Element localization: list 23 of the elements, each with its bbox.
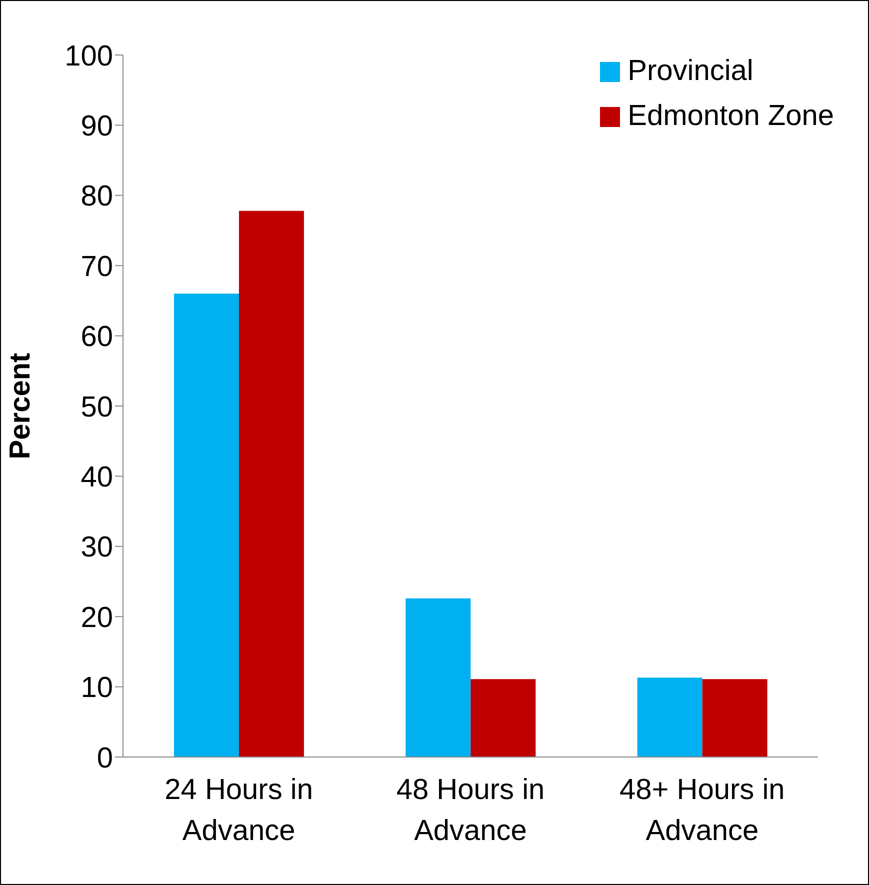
y-tick-label: 20 bbox=[80, 602, 113, 634]
legend-label: Provincial bbox=[628, 55, 754, 88]
bar bbox=[174, 294, 239, 757]
bar bbox=[406, 598, 471, 757]
x-tick-label: 48+ Hours in Advance bbox=[620, 774, 785, 847]
y-tick-label: 0 bbox=[96, 742, 113, 774]
y-tick-label: 50 bbox=[80, 391, 113, 424]
legend-label: Edmonton Zone bbox=[628, 100, 834, 133]
x-tick-label: 48 Hours in Advance bbox=[396, 774, 545, 847]
y-tick-label: 80 bbox=[80, 180, 113, 213]
y-tick-label: 90 bbox=[80, 110, 113, 142]
bar bbox=[702, 679, 768, 757]
y-axis-title: Percent bbox=[4, 352, 36, 460]
y-tick-label: 60 bbox=[80, 321, 113, 354]
bar bbox=[637, 678, 702, 757]
y-tick-label: 30 bbox=[80, 532, 113, 564]
y-tick-label: 70 bbox=[80, 250, 113, 283]
bar bbox=[238, 210, 304, 757]
y-tick-label: 10 bbox=[80, 672, 113, 704]
x-tick-label: 24 Hours in Advance bbox=[164, 774, 313, 847]
bar bbox=[470, 679, 536, 757]
y-tick-label: 100 bbox=[64, 40, 113, 72]
y-tick-label: 40 bbox=[80, 461, 113, 494]
